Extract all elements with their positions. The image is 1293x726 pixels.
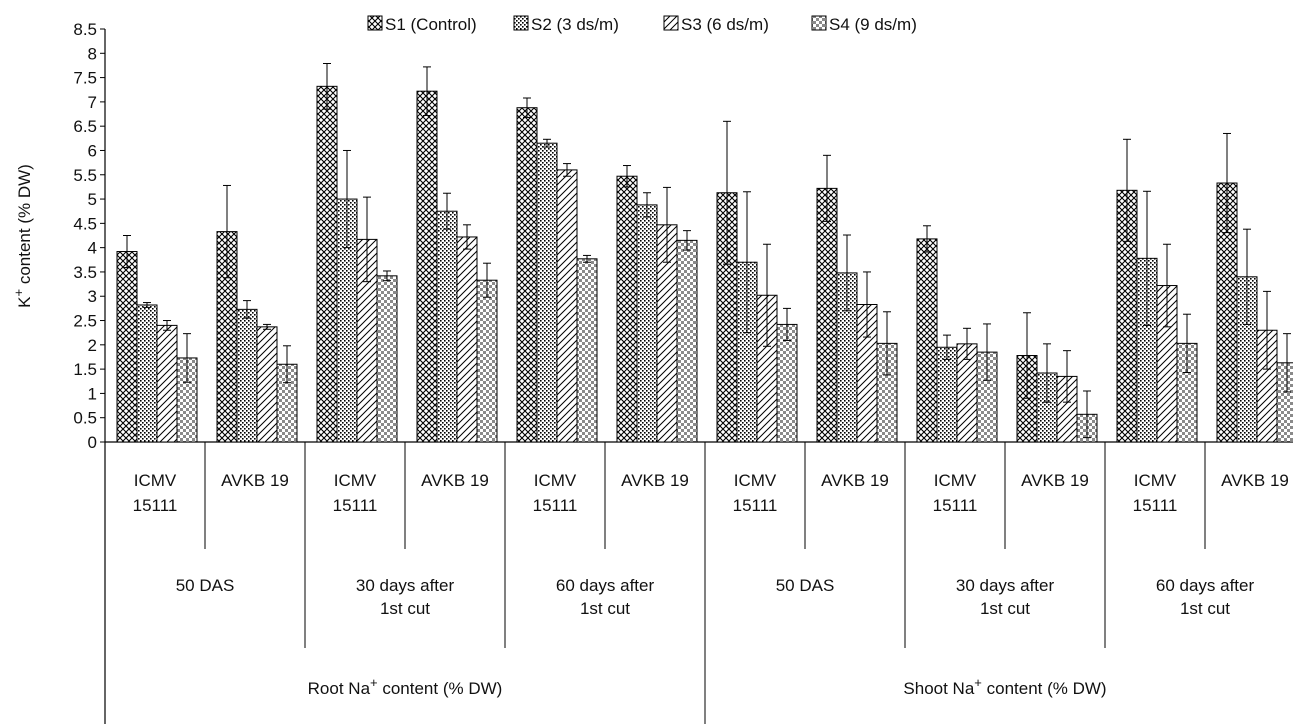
stage-label-line2: 1st cut	[380, 599, 430, 618]
y-tick-label: 5	[88, 190, 97, 209]
legend-swatch-s3	[663, 15, 679, 31]
category-axis: ICMV 15111 AVKB 19 50 DAS ICMV 15111 AVKB 19 30…	[133, 442, 1289, 724]
variety-label: AVKB 19	[1021, 471, 1089, 490]
y-tick-label: 6.5	[73, 117, 97, 136]
variety-label: AVKB 19	[621, 471, 689, 490]
y-axis-title-sup: +	[11, 289, 26, 297]
legend-swatch-s2	[513, 15, 529, 31]
bar-s3	[556, 169, 578, 443]
y-tick-label: 0	[88, 433, 97, 452]
stage-label: 50 DAS	[776, 576, 835, 595]
bar-s1	[816, 187, 838, 443]
group-label: Root Na+ content (% DW)	[308, 675, 503, 698]
bar-s4	[476, 279, 498, 443]
bar-s2	[136, 304, 158, 443]
y-tick-label: 0.5	[73, 409, 97, 428]
group-label-main: Root Na	[308, 679, 371, 698]
variety-label: AVKB 19	[821, 471, 889, 490]
y-tick-label: 5.5	[73, 166, 97, 185]
stage-label-line2: 1st cut	[1180, 599, 1230, 618]
y-tick-label: 1	[88, 384, 97, 403]
variety-label-line2: 15111	[333, 496, 378, 515]
variety-label: ICMV	[534, 471, 577, 490]
y-axis-title: K+ content (% DW)	[11, 164, 34, 308]
group-label: Shoot Na+ content (% DW)	[903, 675, 1106, 698]
variety-label-line2: 15111	[733, 496, 778, 515]
legend: S1 (Control) S2 (3 ds/m) S3 (6 ds/m) S4 (9 …	[367, 15, 917, 34]
group-label-sup: +	[974, 675, 982, 690]
variety-label: ICMV	[134, 471, 177, 490]
bar-s4	[1276, 362, 1293, 443]
stage-label: 60 days after	[556, 576, 655, 595]
legend-label-s1: S1 (Control)	[385, 15, 477, 34]
y-tick-label: 6	[88, 141, 97, 160]
bar-s1	[516, 107, 538, 443]
y-axis-title-main: K	[15, 296, 34, 308]
variety-label: ICMV	[734, 471, 777, 490]
legend-label-s4: S4 (9 ds/m)	[829, 15, 917, 34]
stage-label-line2: 1st cut	[980, 599, 1030, 618]
y-axis: 00.511.522.533.544.555.566.577.588.5K+ c…	[11, 20, 1293, 724]
bar-s2	[536, 142, 558, 443]
bar-s4	[776, 323, 798, 443]
bar-s3	[456, 236, 478, 443]
y-tick-label: 7.5	[73, 69, 97, 88]
variety-label-line2: 15111	[933, 496, 978, 515]
group-label-sup: +	[370, 675, 378, 690]
legend-swatch-s4	[811, 15, 827, 31]
variety-label-line2: 15111	[1133, 496, 1178, 515]
group-label-rest: content (% DW)	[982, 679, 1107, 698]
bar-s2	[436, 210, 458, 443]
y-axis-title-rest: content (% DW)	[15, 164, 34, 289]
y-tick-label: 3	[88, 287, 97, 306]
bar-s4	[676, 239, 698, 443]
stage-label: 60 days after	[1156, 576, 1255, 595]
group-label-rest: content (% DW)	[378, 679, 503, 698]
variety-label-line2: 15111	[133, 496, 178, 515]
bar-s4	[576, 258, 598, 443]
y-tick-label: 8	[88, 44, 97, 63]
y-tick-label: 1.5	[73, 360, 97, 379]
variety-label: AVKB 19	[221, 471, 289, 490]
y-tick-label: 4.5	[73, 214, 97, 233]
bar-s1	[416, 90, 438, 443]
stage-label: 30 days after	[356, 576, 455, 595]
bar-s2	[936, 346, 958, 443]
legend-label-s3: S3 (6 ds/m)	[681, 15, 769, 34]
bar-s4	[376, 275, 398, 443]
bar-s1	[616, 175, 638, 443]
y-tick-label: 8.5	[73, 20, 97, 39]
variety-label: ICMV	[1134, 471, 1177, 490]
bar-s2	[236, 308, 258, 443]
bars	[116, 62, 1293, 443]
variety-label-line2: 15111	[533, 496, 578, 515]
bar-s3	[256, 326, 278, 443]
variety-label: ICMV	[334, 471, 377, 490]
y-tick-label: 2	[88, 336, 97, 355]
stage-label-line2: 1st cut	[580, 599, 630, 618]
variety-label: ICMV	[934, 471, 977, 490]
legend-label-s2: S2 (3 ds/m)	[531, 15, 619, 34]
legend-swatch-s1	[367, 15, 383, 31]
bar-s1	[916, 238, 938, 443]
stage-label: 30 days after	[956, 576, 1055, 595]
y-tick-label: 3.5	[73, 263, 97, 282]
group-label-main: Shoot Na	[903, 679, 974, 698]
y-tick-label: 7	[88, 93, 97, 112]
bar-s1	[316, 85, 338, 443]
bar-s2	[636, 204, 658, 443]
y-tick-label: 4	[88, 239, 97, 258]
variety-label: AVKB 19	[1221, 471, 1289, 490]
stage-label: 50 DAS	[176, 576, 235, 595]
bar-s1	[116, 251, 138, 443]
y-tick-label: 2.5	[73, 312, 97, 331]
bar-s3	[156, 324, 178, 443]
variety-label: AVKB 19	[421, 471, 489, 490]
